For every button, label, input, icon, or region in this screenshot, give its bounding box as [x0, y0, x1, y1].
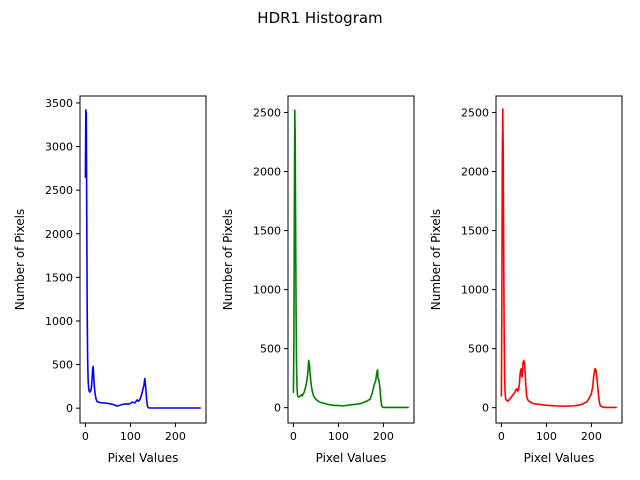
y-tick-label: 1000 [45, 315, 73, 328]
x-tick-label: 100 [120, 430, 141, 443]
x-tick-label: 0 [498, 430, 505, 443]
series-line-2-0 [500, 108, 617, 409]
x-tick-label: 100 [328, 430, 349, 443]
y-tick-label: 2000 [253, 166, 281, 179]
x-tick-label: 200 [581, 430, 602, 443]
x-tick-label: 200 [165, 430, 186, 443]
axes-frame [495, 95, 623, 424]
y-tick-label: 500 [468, 343, 489, 356]
x-tick-label: 0 [290, 430, 297, 443]
y-tick-label: 3500 [45, 97, 73, 110]
x-axis-label: Pixel Values [316, 451, 387, 465]
y-tick-label: 2500 [45, 184, 73, 197]
y-tick-label: 1000 [253, 284, 281, 297]
x-tick-label: 100 [536, 430, 557, 443]
y-tick-label: 1500 [461, 225, 489, 238]
figure-title: HDR1 Histogram [257, 9, 382, 27]
y-tick-label: 0 [482, 402, 489, 415]
y-tick-label: 2500 [253, 107, 281, 120]
y-tick-label: 0 [274, 402, 281, 415]
y-axis-label: Number of Pixels [221, 209, 235, 310]
axes-frame [287, 95, 415, 424]
series-line-0-0 [84, 109, 201, 409]
y-tick-label: 1000 [461, 284, 489, 297]
y-tick-label: 500 [260, 343, 281, 356]
y-tick-label: 2000 [461, 166, 489, 179]
x-tick-label: 200 [373, 430, 394, 443]
y-axis-label: Number of Pixels [13, 209, 27, 310]
x-axis-label: Pixel Values [524, 451, 595, 465]
y-tick-label: 2000 [45, 228, 73, 241]
y-tick-label: 0 [66, 402, 73, 415]
y-tick-label: 1500 [253, 225, 281, 238]
y-tick-label: 1500 [45, 271, 73, 284]
y-tick-label: 500 [52, 359, 73, 372]
series-line-1-0 [292, 109, 409, 409]
subplot-blue-channel: 0 100 2000500100015002000250030003500Pixel… [13, 95, 207, 465]
x-tick-label: 0 [82, 430, 89, 443]
y-tick-label: 3000 [45, 141, 73, 154]
y-axis-label: Number of Pixels [429, 209, 443, 310]
y-tick-label: 2500 [461, 107, 489, 120]
axes-frame [79, 95, 207, 424]
x-axis-label: Pixel Values [108, 451, 179, 465]
